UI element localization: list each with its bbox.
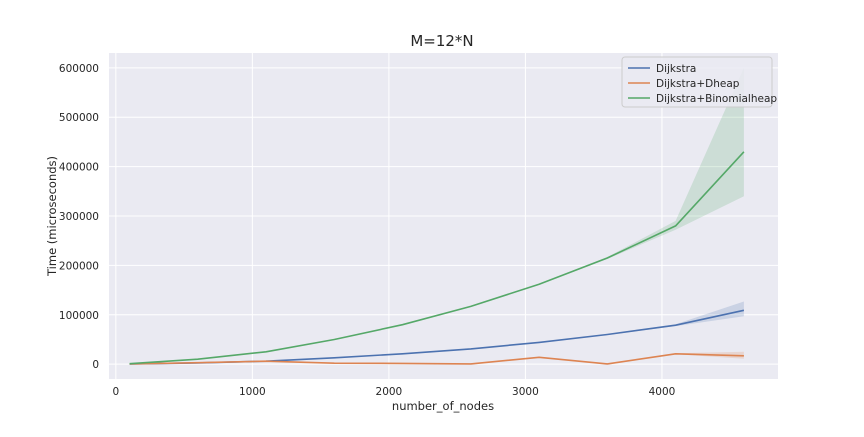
y-tick-label: 100000	[59, 310, 99, 322]
y-tick-label: 200000	[59, 260, 99, 272]
y-tick-label: 400000	[59, 162, 99, 174]
x-tick-label: 3000	[512, 386, 539, 398]
legend-entry: Dijkstra+Binomialheap	[656, 93, 777, 105]
y-axis-ticks: 0 100000 200000 300000 400000 500000 600000	[59, 63, 99, 371]
chart-title: M=12*N	[410, 32, 473, 50]
y-axis-label: Time (microseconds)	[45, 156, 59, 277]
legend-entry: Dijkstra	[656, 63, 696, 75]
grid-lines	[109, 53, 778, 379]
legend-entry: Dijkstra+Dheap	[656, 78, 740, 90]
series-line-1	[129, 352, 744, 365]
series-lines	[129, 151, 745, 365]
legend: Dijkstra Dijkstra+Dheap Dijkstra+Binomialh…	[621, 56, 777, 108]
y-tick-label: 500000	[59, 112, 99, 124]
x-tick-label: 4000	[649, 386, 676, 398]
x-axis-label: number_of_nodes	[392, 399, 494, 413]
legend-box	[621, 56, 773, 108]
series-line-2	[129, 151, 745, 365]
x-tick-label: 0	[112, 386, 119, 398]
x-axis-ticks: 0 1000 2000 3000 4000	[112, 386, 675, 398]
x-tick-label: 1000	[239, 386, 266, 398]
x-tick-label: 2000	[376, 386, 403, 398]
y-tick-label: 600000	[59, 63, 99, 75]
y-tick-label: 300000	[59, 211, 99, 223]
y-tick-label: 0	[92, 359, 99, 371]
